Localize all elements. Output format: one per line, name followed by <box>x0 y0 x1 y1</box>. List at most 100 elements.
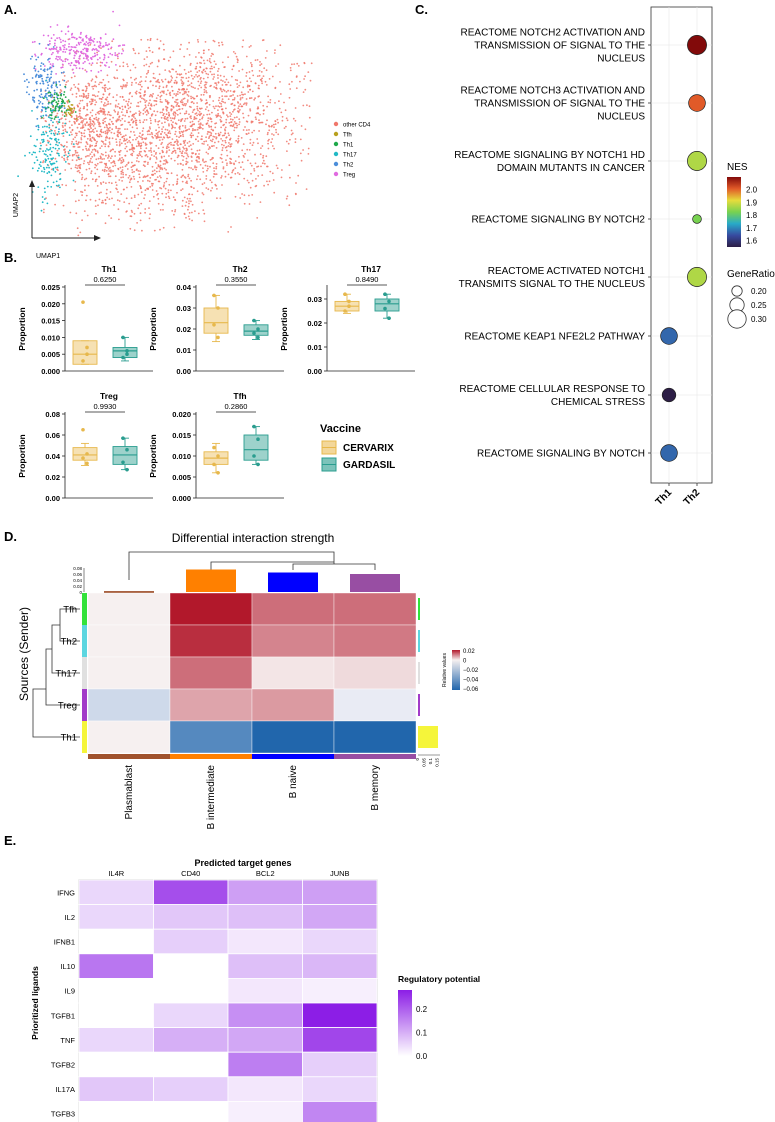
umap-point-th17 <box>48 123 51 126</box>
ligand-cell <box>227 879 303 906</box>
interaction-cell <box>87 592 171 626</box>
umap-point-other-cd4 <box>161 192 164 195</box>
umap-point-other-cd4 <box>237 137 240 140</box>
umap-point-other-cd4 <box>286 195 289 198</box>
umap-point-other-cd4 <box>249 186 252 189</box>
umap-point-other-cd4 <box>169 132 172 135</box>
umap-point-other-cd4 <box>116 77 119 80</box>
umap-point-other-cd4 <box>62 126 64 128</box>
umap-point-other-cd4 <box>157 59 160 62</box>
umap-point-treg <box>93 44 96 46</box>
umap-point-other-cd4 <box>151 61 154 64</box>
umap-point-other-cd4 <box>172 147 175 150</box>
data-point <box>85 352 89 357</box>
interaction-ylabel: Sources (Sender) <box>17 607 31 701</box>
umap-point-other-cd4 <box>179 100 182 103</box>
umap-point-other-cd4 <box>175 183 178 186</box>
umap-point-other-cd4 <box>71 140 73 143</box>
ligand-legend-tick: 0.0 <box>416 1052 428 1061</box>
umap-point-th17 <box>57 138 60 141</box>
umap-point-other-cd4 <box>90 157 92 160</box>
umap-point-other-cd4 <box>161 138 164 141</box>
umap-point-other-cd4 <box>102 78 105 81</box>
umap-point-other-cd4 <box>190 185 193 188</box>
umap-point-treg <box>77 42 80 45</box>
umap-point-other-cd4 <box>178 88 181 91</box>
umap-point-other-cd4 <box>90 122 92 125</box>
umap-point-other-cd4 <box>309 79 312 82</box>
umap-point-other-cd4 <box>108 214 110 217</box>
ligand-cell <box>153 1101 229 1122</box>
ligand-cell <box>153 978 229 1004</box>
umap-point-tfh <box>66 108 69 111</box>
umap-point-other-cd4 <box>266 105 268 108</box>
umap-point-other-cd4 <box>98 192 101 195</box>
umap-point-other-cd4 <box>189 144 192 147</box>
umap-point-other-cd4 <box>224 95 227 98</box>
umap-point-other-cd4 <box>84 189 86 192</box>
umap-point-other-cd4 <box>42 160 45 162</box>
umap-point-other-cd4 <box>175 94 177 97</box>
umap-point-other-cd4 <box>155 85 157 88</box>
umap-point-treg <box>55 57 57 60</box>
umap-point-other-cd4 <box>148 65 151 68</box>
umap-point-other-cd4 <box>179 112 182 115</box>
umap-point-other-cd4 <box>229 151 232 153</box>
umap-point-other-cd4 <box>158 73 161 76</box>
boxplot-y-tick-label: 0.06 <box>45 431 60 440</box>
umap-point-other-cd4 <box>130 215 133 218</box>
umap-point-other-cd4 <box>304 88 307 91</box>
umap-point-other-cd4 <box>166 177 168 180</box>
umap-point-other-cd4 <box>86 143 89 146</box>
boxplot-y-tick-label: 0.015 <box>172 431 191 440</box>
umap-point-other-cd4 <box>132 165 134 168</box>
umap-point-other-cd4 <box>243 194 246 197</box>
umap-point-other-cd4 <box>186 142 189 144</box>
umap-point-treg <box>75 60 78 62</box>
umap-point-other-cd4 <box>154 172 156 175</box>
umap-point-other-cd4 <box>186 88 188 91</box>
umap-point-th17 <box>40 209 43 212</box>
umap-point-other-cd4 <box>100 201 103 204</box>
umap-point-other-cd4 <box>273 126 275 128</box>
umap2-arrowhead <box>29 180 35 187</box>
gardasil-label: GARDASIL <box>343 460 395 471</box>
umap-point-other-cd4 <box>194 165 196 168</box>
umap-point-treg <box>122 50 125 52</box>
umap-point-other-cd4 <box>94 163 97 166</box>
ligand-cell <box>227 1051 303 1078</box>
umap-point-other-cd4 <box>128 98 131 101</box>
umap-point-other-cd4 <box>148 180 151 183</box>
umap-point-other-cd4 <box>297 65 300 67</box>
umap-point-other-cd4 <box>65 154 67 156</box>
umap-point-other-cd4 <box>159 40 162 42</box>
umap-point-th17 <box>53 134 56 137</box>
umap-point-other-cd4 <box>220 138 223 140</box>
umap-point-other-cd4 <box>150 114 153 117</box>
umap-point-th1 <box>47 91 50 94</box>
umap-point-other-cd4 <box>212 138 214 141</box>
umap-point-other-cd4 <box>186 48 189 50</box>
umap-point-other-cd4 <box>130 102 132 105</box>
umap-point-th17 <box>67 152 70 155</box>
umap-point-other-cd4 <box>195 56 197 58</box>
umap-point-other-cd4 <box>102 119 104 122</box>
data-point <box>81 456 85 460</box>
umap-point-other-cd4 <box>133 196 136 199</box>
vaccine-legend: Vaccine CERVARIX GARDASIL <box>320 423 395 472</box>
umap-point-other-cd4 <box>217 67 220 70</box>
nes-colorbar <box>727 177 741 247</box>
umap-point-treg <box>50 53 53 56</box>
boxplot-title: Treg <box>100 391 118 401</box>
umap-point-th2 <box>40 93 43 96</box>
umap-point-other-cd4 <box>187 205 190 208</box>
umap-point-other-cd4 <box>166 136 169 139</box>
umap-point-other-cd4 <box>101 169 104 172</box>
umap-point-other-cd4 <box>94 172 97 175</box>
umap-point-other-cd4 <box>195 159 198 162</box>
umap-point-other-cd4 <box>109 191 112 193</box>
umap-point-other-cd4 <box>99 81 101 84</box>
umap-point-other-cd4 <box>247 181 250 184</box>
umap-point-th17 <box>59 178 62 180</box>
umap-point-other-cd4 <box>129 124 132 126</box>
